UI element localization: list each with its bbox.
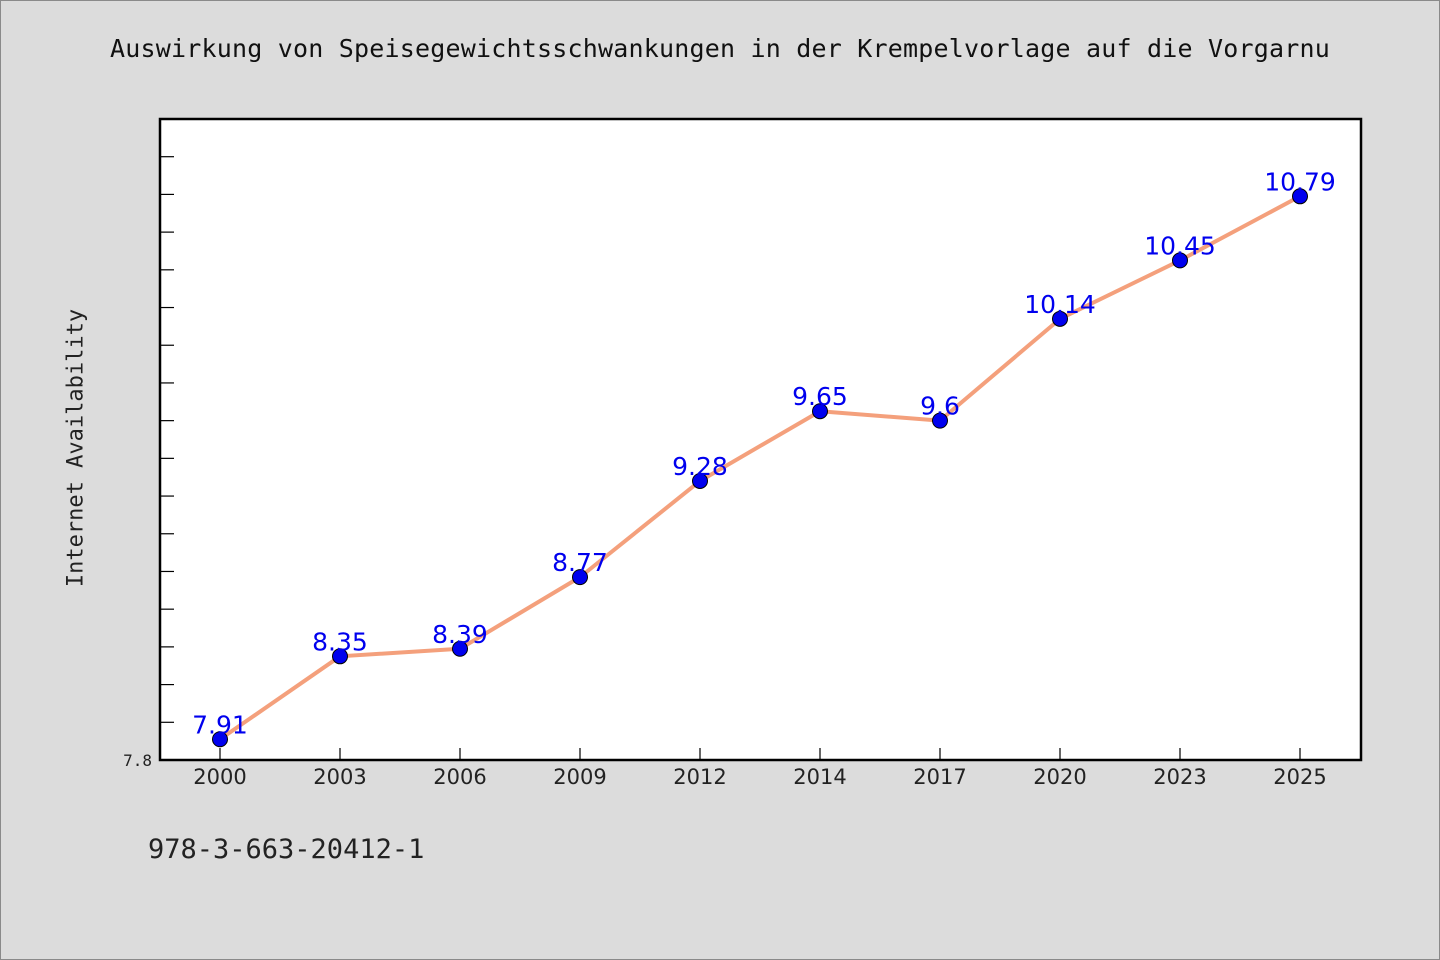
data-point xyxy=(932,412,948,429)
x-axis-ticks xyxy=(219,748,1301,760)
data-point xyxy=(1292,188,1308,205)
data-point xyxy=(572,569,588,586)
x-tick-label: 2014 xyxy=(793,765,846,789)
data-labels: 7.91 8.35 8.39 8.77 9.28 9.65 9.6 10.14 10.45 10.… xyxy=(192,167,1336,739)
data-label: 10.79 xyxy=(1264,167,1336,196)
data-point xyxy=(332,648,348,665)
data-label: 10.14 xyxy=(1024,290,1096,319)
x-tick-label: 2025 xyxy=(1273,765,1326,789)
footer-isbn: 978-3-663-20412-1 xyxy=(148,834,425,865)
y-axis-ticks xyxy=(160,156,174,761)
data-point xyxy=(1052,310,1068,327)
y-axis-tick-labels: 7.8 xyxy=(123,751,152,770)
data-point xyxy=(212,731,228,748)
data-label: 8.35 xyxy=(312,627,368,656)
data-point xyxy=(692,472,708,489)
data-point xyxy=(452,640,468,657)
x-tick-label: 2023 xyxy=(1153,765,1206,789)
x-tick-label: 2009 xyxy=(553,765,606,789)
x-tick-label: 2003 xyxy=(313,765,366,789)
data-label: 9.65 xyxy=(792,382,848,411)
data-label: 8.39 xyxy=(432,620,488,649)
series-line xyxy=(218,194,1302,742)
x-tick-label: 2006 xyxy=(433,765,486,789)
data-point xyxy=(812,403,828,420)
data-label: 9.28 xyxy=(672,452,728,481)
x-tick-label: 2012 xyxy=(673,765,726,789)
data-label: 7.91 xyxy=(192,710,248,739)
x-tick-label: 2020 xyxy=(1033,765,1086,789)
data-label: 9.6 xyxy=(920,392,960,421)
chart-title: Auswirkung von Speisegewichtsschwankunge… xyxy=(109,34,1331,63)
x-tick-label: 2017 xyxy=(913,765,966,789)
y-tick-label: 7.8 xyxy=(123,751,152,770)
x-tick-label: 2000 xyxy=(193,765,246,789)
series-markers xyxy=(212,188,1308,748)
data-label: 8.77 xyxy=(552,548,608,577)
x-axis-tick-labels: 2000 2003 2006 2009 2012 2014 2017 2020 2023 2025 xyxy=(193,765,1326,789)
data-label: 10.45 xyxy=(1144,231,1216,260)
data-point xyxy=(1172,252,1188,269)
